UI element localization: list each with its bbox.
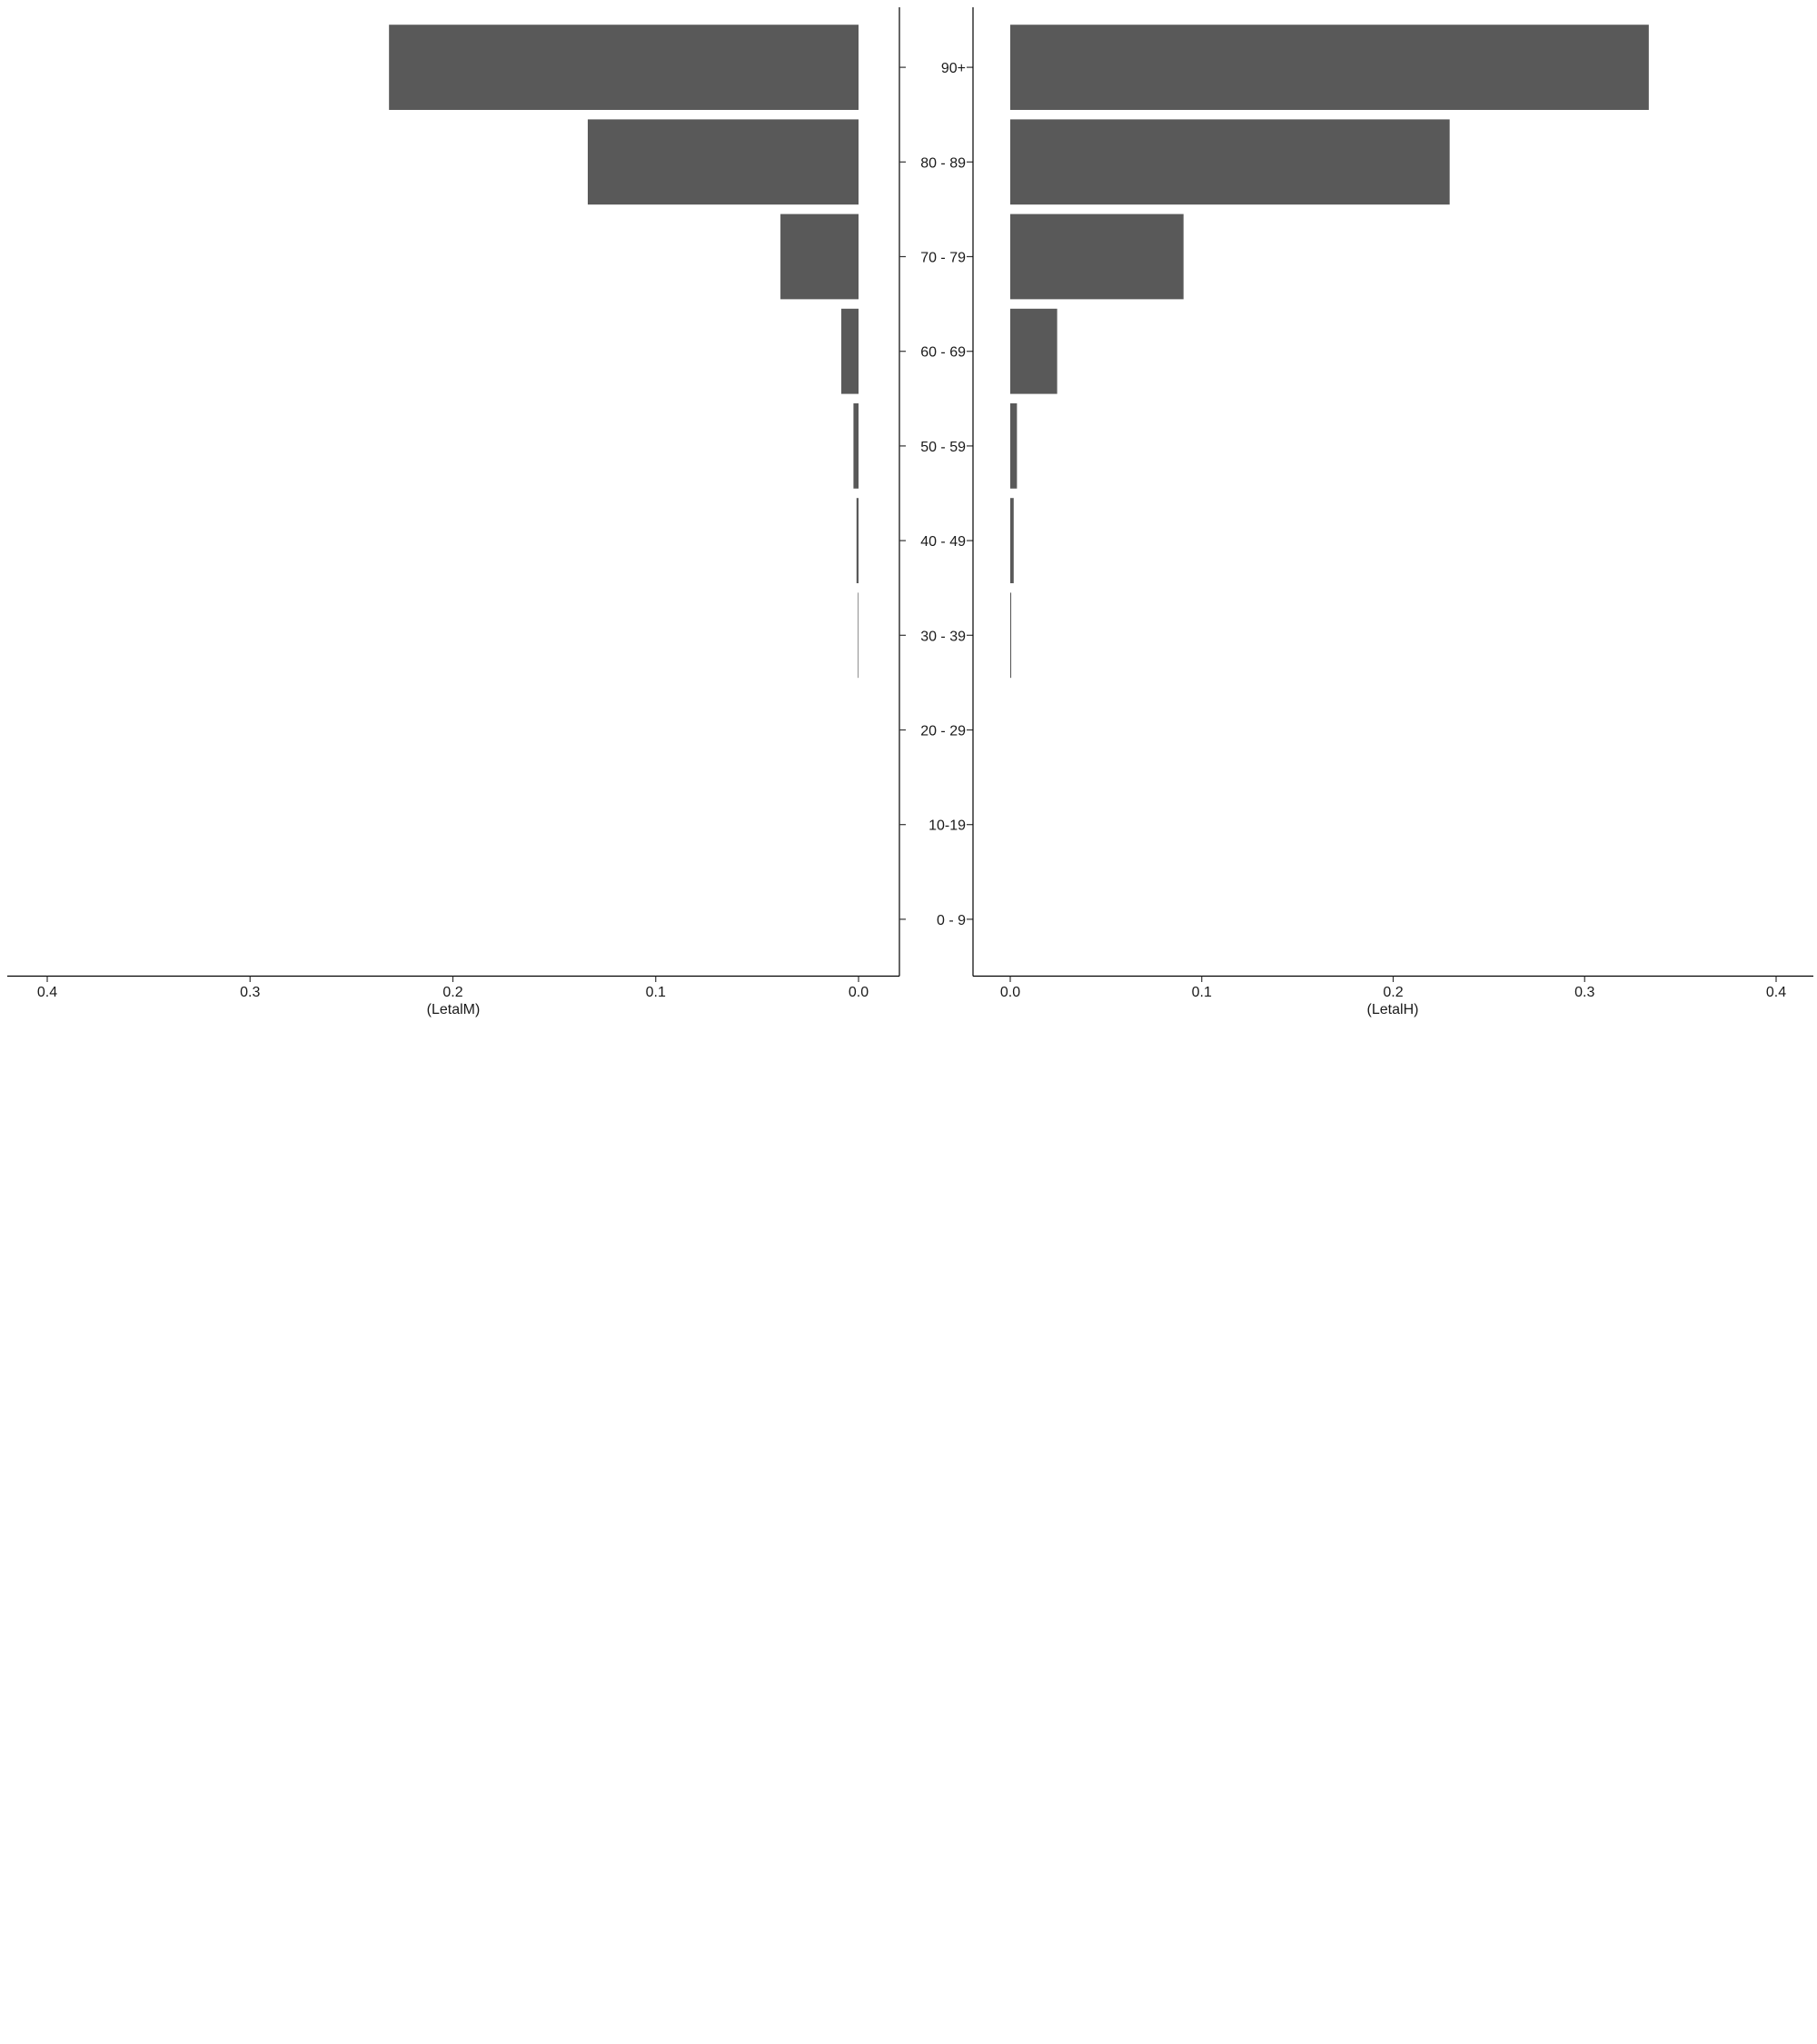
category-label-7: 70 - 79 [920, 251, 966, 266]
category-label-3: 30 - 39 [920, 629, 966, 644]
right-bar-6 [1010, 308, 1057, 394]
left-x-tick-label-4: 0.0 [849, 985, 869, 1000]
left-bar-5 [853, 403, 859, 489]
category-label-5: 50 - 59 [920, 440, 966, 455]
left-panel: 0.4 0.3 0.2 0.1 0.0 (LetalM) [7, 7, 900, 1017]
category-label-6: 60 - 69 [920, 345, 966, 361]
right-bars [1010, 25, 1649, 679]
right-x-tick-label-0: 0.0 [1000, 985, 1020, 1000]
right-bar-8 [1010, 119, 1450, 205]
right-x-tick-label-4: 0.4 [1766, 985, 1786, 1000]
right-x-axis-title: (LetalH) [1367, 1002, 1419, 1017]
left-x-tick-label-1: 0.3 [240, 985, 260, 1000]
left-bar-6 [841, 308, 859, 394]
left-x-tick-label-2: 0.2 [442, 985, 462, 1000]
left-bar-7 [780, 213, 859, 300]
right-bar-3 [1010, 592, 1012, 679]
right-x-ticks: 0.0 0.1 0.2 0.3 0.4 [1000, 976, 1786, 1000]
left-x-tick-label-3: 0.1 [646, 985, 666, 1000]
right-panel: 0.0 0.1 0.2 0.3 0.4 (LetalH) [972, 7, 1813, 1017]
left-x-axis-title: (LetalM) [427, 1002, 481, 1017]
left-bar-9 [389, 25, 859, 110]
right-bar-5 [1010, 403, 1018, 489]
right-bar-9 [1010, 25, 1649, 110]
right-bar-4 [1010, 498, 1014, 583]
left-bar-3 [858, 592, 859, 679]
right-bar-7 [1010, 213, 1184, 300]
right-x-tick-label-3: 0.3 [1574, 985, 1594, 1000]
category-label-9: 90+ [941, 61, 966, 76]
right-x-tick-label-1: 0.1 [1192, 985, 1212, 1000]
left-x-ticks: 0.4 0.3 0.2 0.1 0.0 [37, 976, 869, 1000]
category-label-0: 0 - 9 [937, 913, 966, 928]
category-label-4: 40 - 49 [920, 534, 966, 550]
left-bar-8 [587, 119, 859, 205]
category-label-2: 20 - 29 [920, 724, 966, 739]
left-bar-4 [856, 498, 859, 583]
right-x-tick-label-2: 0.2 [1383, 985, 1403, 1000]
category-label-8: 80 - 89 [920, 155, 966, 171]
left-x-tick-label-0: 0.4 [37, 985, 57, 1000]
category-label-1: 10-19 [928, 819, 966, 834]
left-bars [389, 25, 859, 679]
category-axis: 0 - 9 10-19 20 - 29 30 - 39 40 - 49 50 - 59 60… [899, 61, 973, 928]
